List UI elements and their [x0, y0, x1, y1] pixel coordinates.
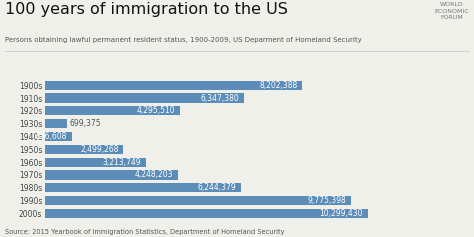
- Text: Persons obtaining lawful permanent resident status, 1900-2009, US Deparment of H: Persons obtaining lawful permanent resid…: [5, 37, 362, 43]
- Bar: [45, 132, 72, 141]
- Text: 6,244,379: 6,244,379: [197, 183, 236, 192]
- Text: 699,375: 699,375: [70, 119, 101, 128]
- Bar: [45, 106, 180, 115]
- Text: 9,775,398: 9,775,398: [308, 196, 346, 205]
- Text: 4,248,203: 4,248,203: [135, 170, 173, 179]
- Text: 10,299,430: 10,299,430: [319, 209, 363, 218]
- Bar: [45, 209, 368, 218]
- Bar: [45, 183, 241, 192]
- Bar: [45, 196, 351, 205]
- Text: 100 years of immigration to the US: 100 years of immigration to the US: [5, 2, 288, 17]
- Text: WORLD
ECONOMIC
FORUM: WORLD ECONOMIC FORUM: [435, 2, 469, 20]
- Bar: [45, 81, 302, 90]
- Text: 3,213,749: 3,213,749: [102, 158, 141, 167]
- Bar: [45, 119, 67, 128]
- Text: Source: 2015 Yearbook of Immigration Statistics, Department of Homeland Security: Source: 2015 Yearbook of Immigration Sta…: [5, 229, 284, 235]
- Text: 856,608: 856,608: [36, 132, 67, 141]
- Bar: [45, 170, 178, 180]
- Bar: [45, 93, 244, 103]
- Text: 8,202,388: 8,202,388: [259, 81, 297, 90]
- Bar: [45, 158, 146, 167]
- Bar: [45, 145, 123, 154]
- Text: 6,347,380: 6,347,380: [201, 94, 239, 103]
- Text: 2,499,268: 2,499,268: [80, 145, 118, 154]
- Text: 4,295,510: 4,295,510: [136, 106, 175, 115]
